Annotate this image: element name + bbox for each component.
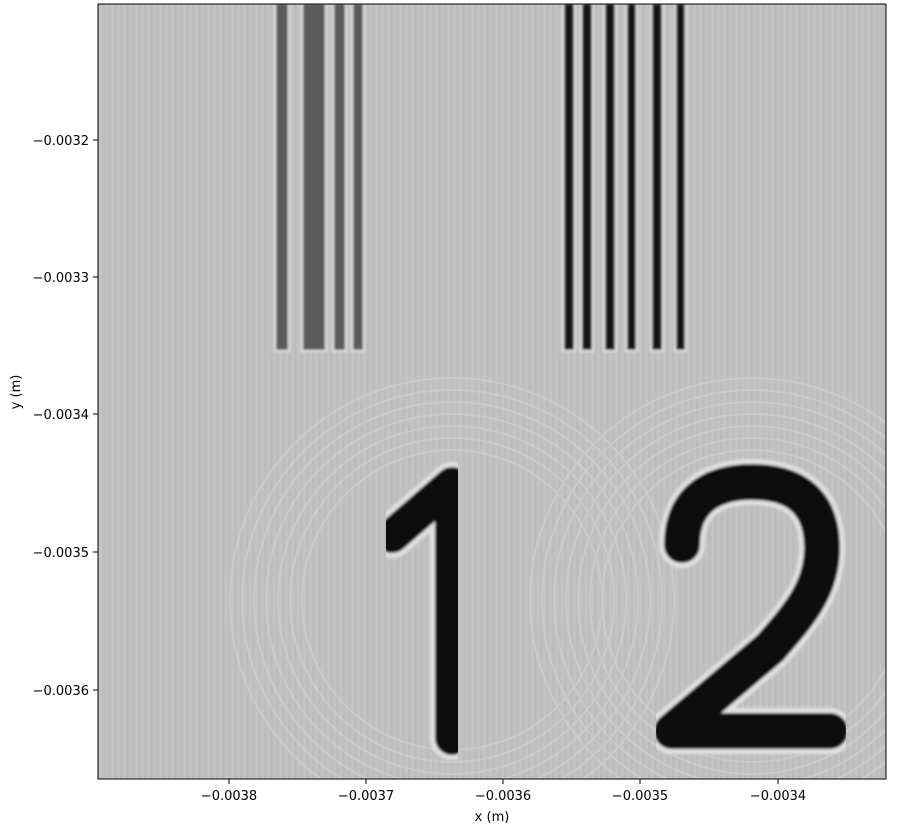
- bar-stripe: [303, 4, 325, 350]
- x-tick-label: −0.0036: [475, 789, 531, 804]
- bar-group-left: [274, 4, 365, 352]
- x-axis-label: x (m): [475, 810, 510, 825]
- bar-stripe: [582, 4, 592, 350]
- y-axis-label: y (m): [9, 375, 24, 410]
- digit-one-shape: [370, 462, 474, 760]
- bar-group-right: [562, 4, 687, 352]
- bar-stripe: [627, 4, 636, 350]
- bar-stripe: [334, 4, 345, 350]
- x-tick-label: −0.0037: [338, 789, 394, 804]
- y-tick-label: −0.0032: [33, 134, 89, 149]
- axes-frame: [97, 3, 887, 780]
- y-tick-label: −0.0033: [33, 271, 89, 286]
- digit-two-shape: [649, 459, 853, 754]
- x-tick-label: −0.0035: [612, 789, 668, 804]
- x-axis: −0.0038 −0.0037 −0.0036 −0.0035 −0.0034 …: [201, 779, 806, 825]
- x-tick-label: −0.0038: [201, 789, 257, 804]
- x-tick-label: −0.0034: [750, 789, 806, 804]
- bar-stripe: [353, 4, 363, 350]
- bar-stripe: [652, 4, 662, 350]
- bar-stripe: [564, 4, 574, 350]
- bar-stripe: [605, 4, 615, 350]
- y-axis: −0.0032 −0.0033 −0.0034 −0.0035 −0.0036 …: [9, 134, 98, 699]
- bar-stripe: [276, 4, 288, 350]
- bar-stripe: [676, 4, 685, 350]
- y-tick-label: −0.0034: [33, 408, 89, 423]
- y-tick-label: −0.0035: [33, 546, 89, 561]
- y-tick-label: −0.0036: [33, 684, 89, 699]
